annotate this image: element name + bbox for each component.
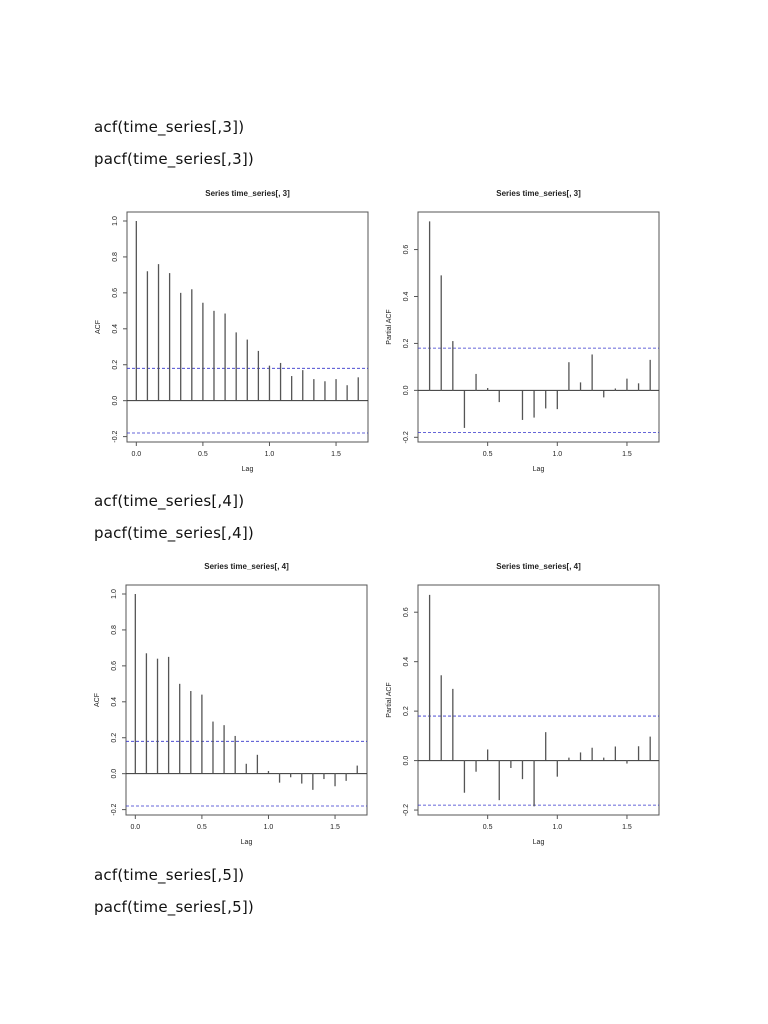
plot-frame [417,584,660,816]
y-axis-label: ACF [95,320,102,334]
y-tick-label: -0.2 [112,430,119,442]
y-tick-label: 0.4 [403,292,410,302]
x-tick-label: 0.5 [197,824,207,831]
y-tick-label: -0.2 [403,431,410,443]
y-tick-label: -0.2 [111,803,118,815]
x-tick-label: 1.5 [622,824,632,831]
y-tick-label: 0.0 [403,756,410,766]
y-tick-label: 0.0 [112,396,119,406]
x-axis-label: Lag [241,839,253,846]
code-line-pacf-5: pacf(time_series[,5]) [94,898,254,916]
y-tick-label: 0.6 [403,607,410,617]
y-tick-label: 0.6 [111,661,118,671]
x-tick-label: 0.5 [483,824,493,831]
x-axis-label: Lag [533,839,545,846]
x-tick-label: 0.5 [483,451,493,458]
y-tick-label: 0.2 [403,338,410,348]
chart-title: Series time_series[, 4] [204,562,289,571]
x-tick-label: 0.0 [130,824,140,831]
x-tick-label: 1.0 [265,451,275,458]
y-tick-label: -0.2 [403,804,410,816]
y-tick-label: 0.4 [111,697,118,707]
code-line-acf-5: acf(time_series[,5]) [94,866,245,884]
y-axis-label: ACF [94,693,101,707]
code-line-acf-3: acf(time_series[,3]) [94,118,245,136]
x-tick-label: 0.5 [198,451,208,458]
y-tick-label: 0.6 [403,245,410,255]
x-tick-label: 1.0 [264,824,274,831]
plot-frame [125,584,368,816]
x-tick-label: 1.0 [552,451,562,458]
chart-title: Series time_series[, 4] [496,562,581,571]
y-tick-label: 0.0 [111,769,118,779]
y-axis-label: Partial ACF [386,309,393,344]
y-tick-label: 0.2 [403,706,410,716]
y-tick-label: 0.0 [403,385,410,395]
y-tick-label: 0.8 [112,252,119,262]
x-tick-label: 1.5 [622,451,632,458]
plot-frame [126,211,369,443]
x-tick-label: 1.0 [552,824,562,831]
code-line-pacf-3: pacf(time_series[,3]) [94,150,254,168]
y-tick-label: 1.0 [112,216,119,226]
x-tick-label: 1.5 [331,451,341,458]
code-line-acf-4: acf(time_series[,4]) [94,492,245,510]
code-line-pacf-4: pacf(time_series[,4]) [94,524,254,542]
y-axis-label: Partial ACF [386,682,393,717]
y-tick-label: 0.2 [112,360,119,370]
x-tick-label: 0.0 [131,451,141,458]
plot-frame [417,211,660,443]
chart-title: Series time_series[, 3] [205,189,290,198]
y-tick-label: 0.6 [112,288,119,298]
x-tick-label: 1.5 [330,824,340,831]
y-tick-label: 0.4 [112,324,119,334]
y-tick-label: 0.4 [403,657,410,667]
y-tick-label: 0.8 [111,625,118,635]
y-tick-label: 1.0 [111,589,118,599]
x-axis-label: Lag [533,466,545,473]
x-axis-label: Lag [242,466,254,473]
y-tick-label: 0.2 [111,733,118,743]
chart-title: Series time_series[, 3] [496,189,581,198]
